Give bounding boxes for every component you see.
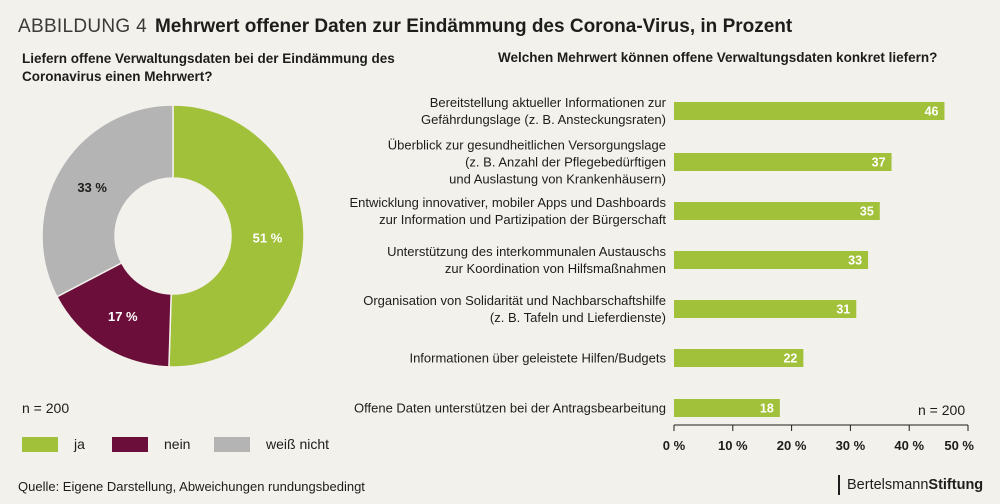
bar-category-label: Unterstützung des interkommunalen Austau…	[387, 244, 666, 276]
bar	[674, 251, 869, 269]
bar-category-label: Organisation von Solidarität und Nachbar…	[363, 293, 666, 325]
x-tick-label: 10 %	[718, 438, 748, 453]
x-tick-label: 50 %	[944, 438, 974, 453]
bar-category-line: Entwicklung innovativer, mobiler Apps un…	[349, 195, 666, 210]
figure-label: ABBILDUNG 4	[18, 16, 147, 37]
donut-question: Liefern offene Verwaltungsdaten bei der …	[22, 51, 395, 84]
bar-category-line: Überblick zur gesundheitlichen Versorgun…	[388, 138, 666, 153]
source-note: Quelle: Eigene Darstellung, Abweichungen…	[18, 479, 365, 494]
bar-value-label: 33	[848, 254, 862, 268]
bar-value-label: 31	[836, 303, 850, 317]
bar-question: Welchen Mehrwert können offene Verwaltun…	[498, 50, 938, 65]
bar-category-line: Bereitstellung aktueller Informationen z…	[430, 95, 667, 110]
x-tick-label: 20 %	[777, 438, 807, 453]
x-tick-label: 40 %	[894, 438, 924, 453]
legend-item-weiss-nicht: weiß nicht	[214, 436, 329, 452]
figure-title: ABBILDUNG 4 Mehrwert offener Daten zur Ei…	[18, 16, 792, 38]
legend-label-ja: ja	[74, 436, 85, 452]
bar-chart: 46 Bereitstellung aktueller Informationen…	[349, 95, 974, 453]
brand-name-part1: Bertelsmann	[847, 477, 929, 493]
bar	[674, 202, 880, 220]
bar-category-line: Organisation von Solidarität und Nachbar…	[363, 293, 666, 308]
bar-category-line: (z. B. Anzahl der Pflegebedürftigen	[465, 155, 666, 170]
x-tick-label: 0 %	[663, 438, 686, 453]
bar-value-label: 22	[783, 352, 797, 366]
donut-slice-weiss-nicht	[41, 104, 174, 298]
bar-value-label: 18	[760, 402, 774, 416]
bar-category-line: und Auslastung von Krankenhäusern)	[449, 172, 666, 187]
bar	[674, 300, 857, 318]
bar-sample-size: n = 200	[918, 402, 966, 418]
bar-category-line: Offene Daten unterstützen bei der Antrag…	[354, 401, 666, 416]
donut-slice-label: 33 %	[77, 180, 107, 195]
legend-label-weiss-nicht: weiß nicht	[266, 436, 330, 452]
donut-slice-label: 17 %	[108, 309, 138, 324]
donut-slice-label: 51 %	[253, 230, 283, 245]
legend-swatch-ja	[22, 436, 58, 452]
bar-category-label: Informationen über geleistete Hilfen/Bud…	[409, 351, 666, 366]
bar-category-label: Entwicklung innovativer, mobiler Apps un…	[349, 195, 666, 227]
brand-name-part2: Stiftung	[928, 477, 984, 493]
bar-value-label: 35	[860, 205, 874, 219]
bar	[674, 399, 780, 417]
bar-category-label: Bereitstellung aktueller Informationen z…	[421, 95, 667, 127]
bar	[674, 153, 892, 171]
donut-chart: 51 % 17 % 33 %	[41, 104, 305, 368]
bar-category-label: Offene Daten unterstützen bei der Antrag…	[354, 401, 666, 416]
bar-category-line: Unterstützung des interkommunalen Austau…	[387, 244, 666, 259]
donut-slice-ja	[168, 104, 305, 368]
legend-swatch-weiss-nicht	[214, 436, 250, 452]
brand-logo: BertelsmannStiftung	[838, 475, 983, 495]
figure-title-text: Mehrwert offener Daten zur Eindämmung de…	[154, 16, 793, 37]
donut-slice-nein	[55, 261, 172, 368]
legend-item-nein: nein	[112, 436, 190, 452]
bar-value-label: 37	[872, 156, 886, 170]
bar	[674, 349, 804, 367]
bar-category-line: Informationen über geleistete Hilfen/Bud…	[409, 351, 666, 366]
bar-category-label: Überblick zur gesundheitlichen Versorgun…	[388, 138, 666, 187]
legend-swatch-nein	[112, 436, 148, 452]
bar-category-line: zur Koordination von Hilfsmaßnahmen	[445, 261, 666, 276]
bar	[674, 102, 945, 120]
bar-value-label: 46	[925, 105, 939, 119]
x-tick-label: 30 %	[836, 438, 866, 453]
bar-category-line: zur Information und Partizipation der Bü…	[379, 212, 666, 227]
legend-label-nein: nein	[164, 436, 191, 452]
legend-item-ja: ja	[22, 436, 85, 452]
bar-category-line: Gefährdungslage (z. B. Ansteckungsraten)	[421, 112, 666, 127]
donut-sample-size: n = 200	[22, 400, 70, 416]
bar-category-line: (z. B. Tafeln und Lieferdienste)	[490, 310, 666, 325]
